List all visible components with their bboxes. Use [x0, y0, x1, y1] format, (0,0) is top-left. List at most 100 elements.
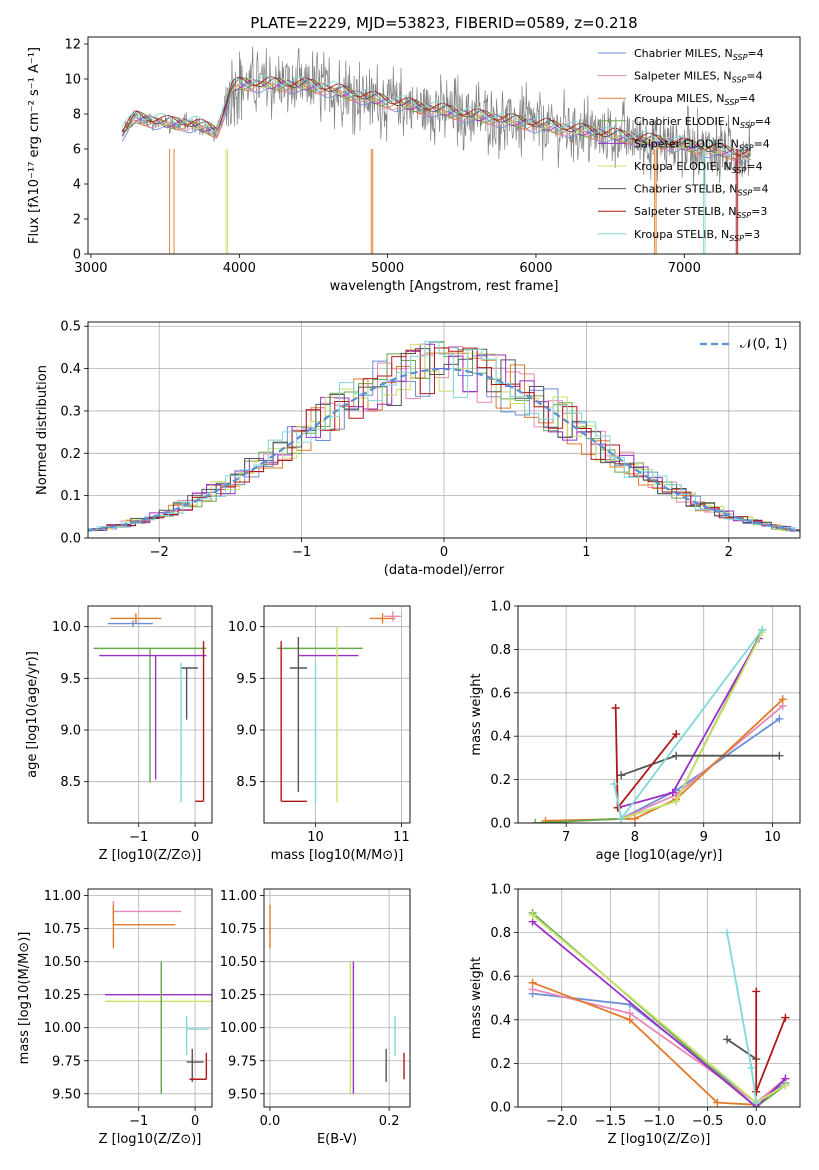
weight-point [625, 1015, 634, 1024]
error-bar-7 [189, 1052, 208, 1080]
spectrum-panel: 3000 4000 5000 6000 7000 0 2 4 6 8 10 12 wavelength … [27, 14, 801, 294]
masked-region-3 [654, 149, 657, 254]
axes-frame [263, 605, 411, 824]
y-axis-label: mass [log10(M/M⊙)] [17, 932, 32, 1065]
weight-point [723, 1035, 732, 1044]
y-tick-label: 8.5 [60, 775, 81, 790]
y-tick-label: 10 [64, 73, 81, 88]
y-tick-label: 6 [73, 143, 81, 158]
masked-region-0 [169, 149, 175, 254]
x-axis-label: Z [log10(Z/Z⊙)] [99, 848, 202, 863]
weight-point [747, 1063, 756, 1072]
error-bar-1 [384, 611, 402, 622]
x-axis-label: Z [log10(Z/Z⊙)] [608, 1132, 711, 1147]
axes-frame [517, 888, 801, 1108]
weight-point [617, 814, 626, 823]
age-vs-Z-plot-area [93, 613, 207, 803]
weight-line-2 [532, 981, 757, 1106]
y-tick-label: 0.3 [60, 404, 81, 419]
y-tick-label: 4 [73, 178, 81, 193]
weight-point [775, 751, 784, 760]
weight-point [752, 987, 761, 996]
x-axis-label: mass [log10(M/M⊙)] [271, 848, 404, 863]
observed-spectrum [121, 46, 752, 190]
chart-title: PLATE=2229, MJD=53823, FIBERID=0589, z=0… [250, 14, 637, 32]
legend-label-8: Kroupa STELIB, NSSP=3 [634, 228, 760, 243]
y-tick-label: 0.6 [490, 970, 511, 985]
y-tick-label: 1.0 [490, 600, 511, 615]
legend-label-7: Salpeter STELIB, NSSP=3 [634, 205, 767, 220]
residuals-plot-area [88, 340, 800, 533]
masked-region-1 [225, 149, 228, 254]
x-tick-label: 7 [562, 830, 570, 845]
y-tick-label: 0.8 [490, 643, 511, 658]
x-axis-label: wavelength [Angstrom, rest frame] [330, 279, 559, 294]
model-spectrum-8 [121, 75, 751, 154]
weight-line-3 [535, 629, 764, 823]
error-bar-0 [110, 613, 162, 624]
y-tick-label: 10.00 [220, 1021, 257, 1036]
x-tick-label: −1 [129, 830, 148, 845]
y-tick-label: 10.00 [44, 1021, 81, 1036]
y-tick-label: 8 [73, 108, 81, 123]
y-axis-label: Normed distribution [35, 365, 50, 495]
x-tick-label: −2.0 [546, 1114, 578, 1129]
model-spectrum-7 [121, 76, 751, 156]
error-bar-0 [369, 613, 396, 624]
x-tick-label: 5000 [371, 261, 404, 276]
weight-point [630, 814, 639, 823]
x-tick-label: 4000 [223, 261, 256, 276]
error-bar-1 [107, 620, 153, 627]
x-tick-label: −0.5 [692, 1114, 724, 1129]
error-bar-6 [186, 1048, 204, 1082]
y-tick-label: 9.5 [60, 672, 81, 687]
weight-line-8 [726, 932, 758, 1103]
histogram-8 [88, 340, 800, 532]
weight-point [541, 816, 550, 823]
y-tick-label: 0.4 [490, 730, 511, 745]
y-tick-label: 0.8 [490, 926, 511, 941]
y-axis-label: mass weight [469, 673, 484, 755]
x-axis-label: (data-model)/error [384, 563, 505, 578]
y-tick-label: 9.5 [236, 672, 257, 687]
y-tick-label: 0.0 [490, 1101, 511, 1116]
legend-label-3: Chabrier ELODIE, NSSP=4 [634, 115, 771, 130]
y-tick-label: 10.50 [44, 955, 81, 970]
weight-line-4 [532, 921, 787, 1107]
x-tick-label: 0 [191, 1114, 199, 1129]
weight-vs-Z-panel: −2.0 −1.5 −1.0 −0.5 0.0 0.0 0.2 0.4 0.6 0.8 1.0 Z [… [469, 883, 801, 1147]
weight-point [531, 819, 540, 823]
y-tick-label: 10.25 [44, 988, 81, 1003]
x-tick-label: 0.0 [746, 1114, 767, 1129]
x-tick-label: 1 [582, 545, 590, 560]
weight-point [528, 911, 537, 920]
weight-point [713, 1098, 722, 1107]
legend-label-0: Chabrier MILES, NSSP=4 [634, 47, 764, 62]
error-bar-5 [195, 641, 205, 802]
y-tick-label: 0.0 [60, 532, 81, 547]
x-tick-label: 11 [393, 830, 410, 845]
weight-vs-Z-plot-area [528, 908, 790, 1107]
x-tick-label: 2 [725, 545, 733, 560]
x-tick-label: −2 [150, 545, 169, 560]
y-tick-label: 0.4 [60, 362, 81, 377]
axes-frame [87, 36, 801, 255]
y-tick-label: 10.0 [228, 620, 257, 635]
masked-region-4 [703, 149, 706, 254]
weight-vs-age-plot-area [531, 625, 787, 823]
y-tick-label: 12 [64, 38, 81, 53]
x-tick-label: 10 [764, 830, 781, 845]
x-tick-label: 0.0 [260, 1114, 281, 1129]
error-bar-3 [99, 654, 207, 780]
error-bar-2 [93, 647, 207, 783]
legend-label-gaussian: 𝒩(0, 1) [740, 337, 787, 352]
y-tick-label: 9.0 [60, 724, 81, 739]
error-bar-1 [112, 904, 176, 949]
weight-point [752, 1098, 761, 1107]
y-tick-label: 9.75 [228, 1054, 257, 1069]
x-tick-label: −1 [129, 1114, 148, 1129]
gaussian-curve [88, 367, 800, 532]
weight-line-7 [755, 991, 787, 1093]
legend-label-5: Kroupa ELODIE, NSSP=4 [634, 160, 763, 175]
